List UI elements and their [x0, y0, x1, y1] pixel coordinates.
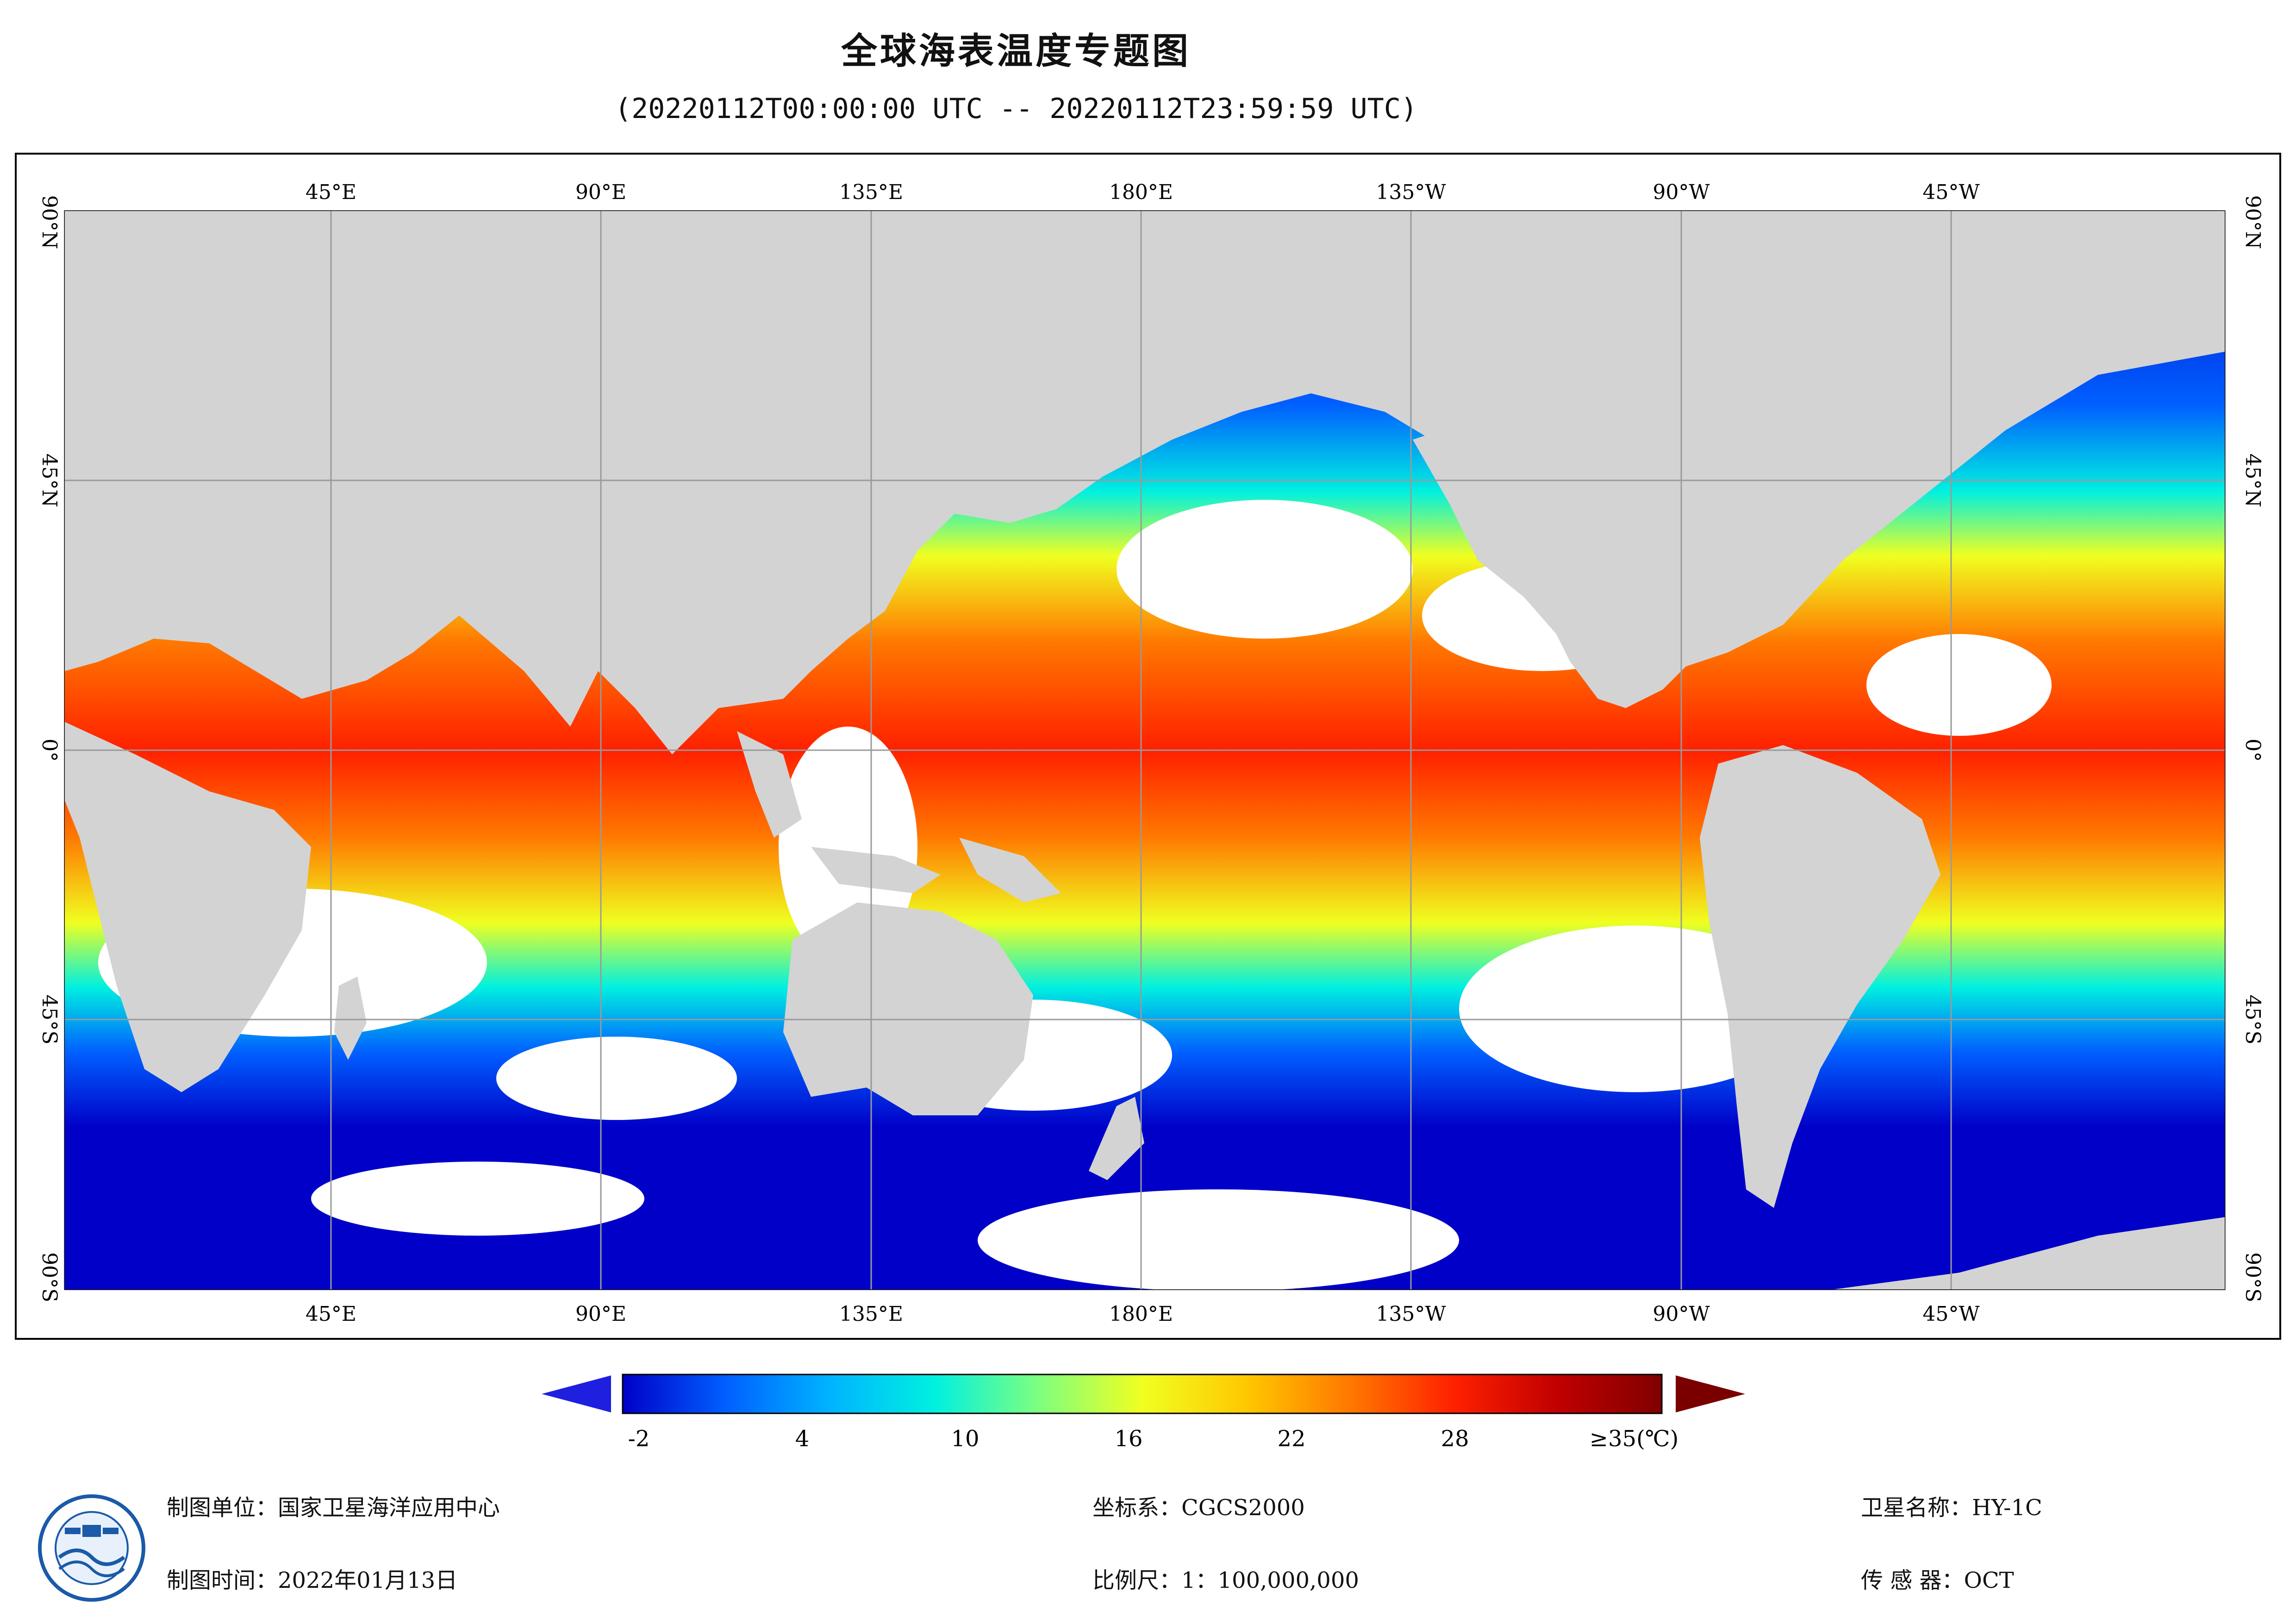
lon-tick-label: 45°E [306, 1302, 356, 1326]
page-title: 全球海表温度专题图 [841, 31, 1191, 72]
lon-tick-label: 45°E [306, 180, 356, 204]
map-unit-label: 制图单位：国家卫星海洋应用中心 [167, 1495, 500, 1521]
lon-tick-label: 135°W [1376, 1302, 1446, 1326]
map-time-label: 制图时间：2022年01月13日 [167, 1567, 458, 1593]
colorbar-tick: 22 [1277, 1426, 1305, 1452]
crs-label: 坐标系：CGCS2000 [1092, 1495, 1305, 1521]
colorbar-tick: -2 [628, 1426, 650, 1452]
lon-tick-label: 180°E [1109, 1302, 1173, 1326]
sst-map: 45°E 90°E 135°E 180°E 135°W 90°W 45°W 45… [37, 180, 2265, 1326]
lat-tick-label: 0° [2241, 739, 2265, 762]
lon-tick-label: 135°E [839, 180, 903, 204]
colorbar-tick: 10 [951, 1426, 979, 1452]
lat-tick-label: 45°S [2241, 995, 2265, 1045]
nsoas-logo-icon [38, 1494, 145, 1602]
lon-ticks-bottom: 45°E 90°E 135°E 180°E 135°W 90°W 45°W [306, 1302, 1980, 1326]
lon-tick-label: 90°E [575, 1302, 626, 1326]
colorbar-tick: 16 [1114, 1426, 1142, 1452]
lon-tick-label: 135°W [1376, 180, 1446, 204]
lat-tick-label: 45°N [37, 454, 61, 508]
colorbar-ramp [622, 1374, 1663, 1414]
lat-tick-label: 90°S [2241, 1252, 2265, 1302]
lat-tick-label: 90°S [37, 1252, 61, 1302]
lon-tick-label: 90°W [1653, 180, 1710, 204]
lon-tick-label: 45°W [1922, 180, 1980, 204]
lat-tick-label: 90°N [37, 195, 61, 249]
scale-label: 比例尺：1：100,000,000 [1092, 1567, 1359, 1593]
lon-tick-label: 90°W [1653, 1302, 1710, 1326]
colorbar-ticks: -2 4 10 16 22 28 ≥35(℃) [628, 1426, 1679, 1452]
colorbar-tick: 4 [795, 1426, 810, 1452]
lon-tick-label: 135°E [839, 1302, 903, 1326]
lat-tick-label: 0° [37, 739, 61, 762]
lon-tick-label: 180°E [1109, 180, 1173, 204]
lon-tick-label: 90°E [575, 180, 626, 204]
colorbar-tick: 28 [1441, 1426, 1469, 1452]
time-range-subtitle: (20220112T00:00:00 UTC -- 20220112T23:59… [615, 93, 1417, 125]
lon-ticks-top: 45°E 90°E 135°E 180°E 135°W 90°W 45°W [306, 180, 1980, 204]
lat-tick-label: 90°N [2241, 195, 2265, 249]
colorbar-tick: ≥35(℃) [1590, 1426, 1678, 1452]
satellite-label: 卫星名称：HY-1C [1861, 1495, 2042, 1521]
colorbar-over-arrow [1676, 1375, 1745, 1412]
lat-ticks-right: 90°N 45°N 0° 45°S 90°S [2241, 195, 2265, 1302]
land [65, 211, 2225, 1289]
lat-ticks-left: 90°N 45°N 0° 45°S 90°S [37, 195, 61, 1302]
map-frame [15, 153, 2281, 1340]
lat-tick-label: 45°S [37, 995, 61, 1045]
sensor-label: 传 感 器：OCT [1861, 1567, 2014, 1593]
lat-tick-label: 45°N [2241, 454, 2265, 508]
sst-colorbar: -2 4 10 16 22 28 ≥35(℃) [542, 1374, 1745, 1452]
lon-tick-label: 45°W [1922, 1302, 1980, 1326]
graticule [65, 211, 2225, 1289]
colorbar-under-arrow [542, 1375, 611, 1412]
